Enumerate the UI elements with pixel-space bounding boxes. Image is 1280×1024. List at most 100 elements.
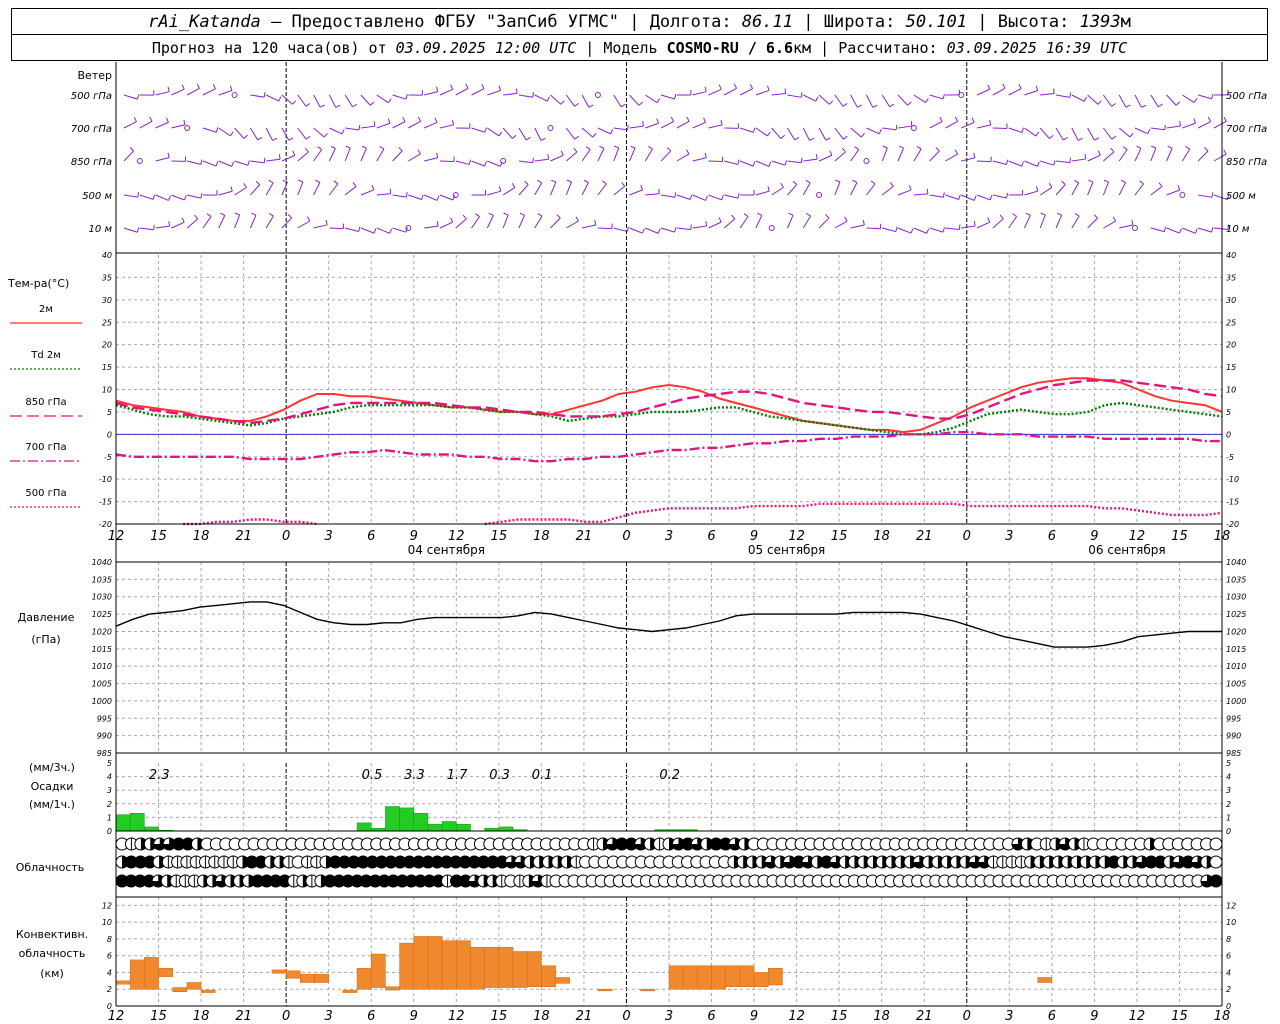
wind-barb-flag [402, 116, 406, 122]
cloud-three-quarter [1059, 838, 1072, 850]
wind-barb-flag [1103, 179, 1109, 183]
wind-barb-flag [1177, 185, 1181, 191]
wind-barb-flag [815, 96, 819, 102]
wind-barb-flag [1025, 212, 1031, 216]
cloud-cover-mark [162, 837, 176, 851]
wind-barb-flag [573, 147, 578, 153]
wind-barb-flag [515, 88, 518, 94]
wind-barb-flag [358, 124, 361, 131]
wind-barb [945, 227, 960, 231]
pressure-unit: (гПа) [31, 633, 60, 646]
convective-bar [399, 942, 415, 990]
wind-barb-flag [287, 214, 293, 219]
wind-barb [676, 227, 691, 231]
wind-barb [344, 185, 357, 196]
wind-barb [1166, 125, 1181, 129]
wind-barb [613, 227, 628, 233]
wind-barb-flag [767, 186, 770, 192]
wind-barb-flag [1211, 227, 1214, 233]
wind-barb [897, 227, 912, 234]
wind-barb [265, 215, 274, 229]
wind-barb [834, 151, 846, 162]
wind-barb-flag [498, 131, 503, 137]
wind-barb [613, 185, 626, 196]
wind-barb [1197, 121, 1211, 129]
hour-label: 18 [193, 1009, 210, 1024]
wind-barb [171, 194, 185, 201]
wind-barb [1055, 184, 1066, 196]
wind-barb [186, 218, 199, 229]
wind-barb-flag [196, 83, 200, 89]
temp-series-line [115, 401, 1223, 436]
conv-tick: 4 [1226, 968, 1231, 977]
wind-barb [423, 194, 438, 201]
precip-tick: 5 [1226, 759, 1231, 768]
wind-barb [392, 194, 407, 198]
hour-label: 18 [533, 529, 550, 544]
wind-barb-flag [272, 137, 278, 141]
wind-barb [455, 87, 469, 96]
wind-barb-flag [907, 101, 912, 106]
wind-barb-flag [537, 179, 542, 184]
wind-barb-flag [973, 152, 976, 158]
wind-barb [502, 214, 509, 229]
wind-barb [661, 194, 676, 198]
conv-tick: 10 [1226, 918, 1236, 927]
wind-barb-flag [829, 150, 833, 156]
cloud-three-quarter [729, 838, 742, 850]
wind-barb-flag [987, 217, 991, 223]
wind-barb-flag [540, 137, 546, 141]
wind-barb [597, 227, 612, 230]
wind-barb-flag [737, 193, 740, 199]
temp-tick: 25 [102, 318, 112, 327]
wind-barb [313, 127, 325, 138]
wind-barb-flag [857, 104, 862, 108]
wind-barb-flag [989, 119, 992, 126]
conv-unit: (км) [40, 967, 64, 980]
wind-barb [834, 181, 841, 196]
wind-barb [929, 150, 940, 162]
wind-barb [834, 220, 848, 229]
wind-barb-flag [306, 216, 311, 222]
wind-barb [123, 227, 138, 233]
wind-barb-flag [181, 84, 185, 90]
precip-unit-1h: (мм/1ч.) [29, 798, 75, 811]
precip-total-label: 3.3 [404, 768, 425, 783]
wind-barb [123, 94, 138, 100]
temp-legend-label: 2м [39, 304, 53, 315]
wind-barb [360, 227, 375, 234]
hour-label: 0 [963, 529, 971, 544]
wind-barb [803, 94, 817, 102]
wind-barb-flag [1053, 88, 1055, 94]
hour-label: 6 [367, 1009, 375, 1024]
wind-barb [802, 215, 812, 229]
wind-barb [818, 127, 827, 141]
wind-barb-flag [398, 147, 403, 152]
cloud-three-quarter [1135, 856, 1148, 868]
wind-barb-flag [958, 224, 961, 230]
wind-barb [328, 94, 337, 108]
wind-barb [1103, 127, 1113, 140]
wind-barb [645, 94, 658, 104]
hour-label: 3 [325, 1009, 333, 1024]
wind-barb [487, 89, 501, 96]
wind-barb [708, 124, 723, 129]
wind-barb [897, 147, 905, 162]
conv-title: Конвективн. [16, 928, 88, 941]
wind-barb [471, 88, 485, 96]
wind-barb [692, 121, 706, 129]
wind-barb [155, 91, 170, 96]
wind-barb-flag [1006, 193, 1009, 199]
cloud-cover-mark [514, 855, 528, 869]
wind-barb [329, 227, 344, 230]
wind-barb [977, 160, 992, 163]
wind-barb-flag [971, 117, 975, 123]
hour-label: 9 [1090, 1009, 1098, 1024]
hour-label: 0 [622, 529, 630, 544]
wind-barb-flag [333, 180, 339, 185]
cloud-cover-mark [214, 874, 228, 888]
convective-bar [370, 953, 386, 988]
temp-tick: 5 [1226, 408, 1231, 417]
wind-barb [202, 160, 217, 167]
wind-barb-flag [215, 161, 219, 167]
